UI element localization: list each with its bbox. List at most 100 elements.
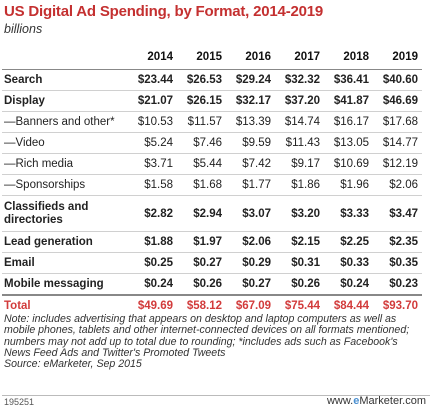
column-header-2014: 2014 [147, 51, 173, 63]
row-label: Email [4, 257, 35, 269]
table-row-mobile-messaging: Mobile messaging $0.24 $0.26 $0.27 $0.26 $0.2… [2, 273, 422, 295]
row-label: Search [4, 74, 43, 86]
value-cell-2015: $5.44 [193, 158, 222, 170]
value-cell-2017: $11.43 [285, 137, 320, 149]
row-label: Display [4, 95, 45, 107]
value-cell-2019: $93.70 [382, 299, 418, 312]
value-cell-2018: $3.33 [340, 207, 369, 220]
value-cell-2018: $2.25 [340, 236, 369, 248]
value-cell-2016: $9.59 [242, 137, 271, 149]
value-cell-2015: $11.57 [187, 116, 222, 128]
value-cell-2015: $26.53 [186, 74, 222, 86]
source-text: Source: eMarketer, Sep 2015 [4, 358, 142, 371]
value-cell-2018: $41.87 [333, 95, 369, 107]
value-cell-2017: $75.44 [284, 299, 320, 312]
value-cell-2014: $5.24 [144, 137, 173, 149]
value-cell-2014: $21.07 [137, 95, 173, 107]
value-cell-2014: $1.58 [144, 179, 173, 191]
value-cell-2017: $32.32 [284, 74, 320, 86]
chart-subtitle: billions [4, 22, 43, 36]
brand-e: e [353, 395, 360, 407]
note-text: Note: includes advertising that appears … [4, 313, 410, 359]
value-cell-2018: $1.96 [340, 179, 369, 191]
table-row-video: —Video $5.24 $7.46 $9.59 $11.43 $13.05 $14.77 [2, 132, 422, 154]
value-cell-2018: $84.44 [333, 299, 369, 312]
value-cell-2016: $29.24 [235, 74, 271, 86]
value-cell-2017: $1.86 [291, 179, 320, 191]
row-label: —Banners and other* [4, 116, 115, 128]
value-cell-2016: $32.17 [235, 95, 271, 107]
value-cell-2014: $3.71 [144, 158, 173, 170]
value-cell-2019: $2.06 [389, 179, 418, 191]
value-cell-2019: $14.77 [382, 137, 418, 149]
row-label: —Sponsorships [4, 179, 86, 191]
value-cell-2014: $23.44 [137, 74, 173, 86]
value-cell-2015: $1.97 [193, 236, 222, 248]
value-cell-2014: $10.53 [137, 116, 173, 128]
table-row-search: Search $23.44 $26.53 $29.24 $32.32 $36.41 $40.… [2, 69, 422, 91]
table-body: Search $23.44 $26.53 $29.24 $32.32 $36.41 $40.… [2, 69, 422, 316]
table-row-banners-and-other: —Banners and other* $10.53 $11.57 $13.39 $14… [2, 111, 422, 133]
column-header-2015: 2015 [196, 51, 222, 63]
table-row-classifieds-and-directories: Classifieds and directories $2.82 $2.94 $3.… [2, 195, 422, 232]
value-cell-2016: $0.27 [242, 277, 271, 290]
value-cell-2016: $2.06 [242, 236, 271, 248]
value-cell-2019: $17.68 [382, 116, 418, 128]
value-cell-2019: $2.35 [389, 236, 418, 248]
value-cell-2017: $37.20 [284, 95, 320, 107]
value-cell-2017: $14.74 [284, 116, 320, 128]
value-cell-2015: $1.68 [193, 179, 222, 191]
row-label: Mobile messaging [4, 277, 104, 290]
chart-title: US Digital Ad Spending, by Format, 2014-… [4, 3, 324, 20]
value-cell-2019: $3.47 [389, 207, 418, 220]
row-label: Lead generation [4, 236, 93, 248]
data-table: 2014 2015 2016 2017 2018 2019 Search $23.44 $26… [2, 45, 422, 316]
value-cell-2016: $3.07 [242, 207, 271, 220]
value-cell-2015: $0.27 [193, 257, 222, 269]
value-cell-2019: $12.19 [382, 158, 418, 170]
value-cell-2019: $40.60 [382, 74, 418, 86]
value-cell-2018: $10.69 [333, 158, 369, 170]
value-cell-2014: $0.25 [144, 257, 173, 269]
value-cell-2018: $36.41 [333, 74, 369, 86]
table-row-rich-media: —Rich media $3.71 $5.44 $7.42 $9.17 $10.69 $12… [2, 153, 422, 175]
value-cell-2017: $0.26 [291, 277, 320, 290]
value-cell-2017: $9.17 [291, 158, 320, 170]
value-cell-2018: $13.05 [333, 137, 369, 149]
value-cell-2015: $58.12 [186, 299, 222, 312]
table-row-email: Email $0.25 $0.27 $0.29 $0.31 $0.33 $0.35 [2, 252, 422, 274]
value-cell-2014: $1.88 [144, 236, 173, 248]
value-cell-2016: $13.39 [235, 116, 271, 128]
brand-logo[interactable]: www.eMarketer.com [327, 395, 426, 407]
row-label: —Video [4, 137, 45, 149]
value-cell-2019: $0.23 [389, 277, 418, 290]
value-cell-2015: $0.26 [193, 277, 222, 290]
footer-divider [2, 395, 430, 396]
value-cell-2015: $26.15 [186, 95, 222, 107]
value-cell-2018: $16.17 [333, 116, 369, 128]
value-cell-2016: $1.77 [242, 179, 271, 191]
row-label: Classifieds and directories [4, 200, 89, 226]
value-cell-2019: $46.69 [382, 95, 418, 107]
value-cell-2014: $0.24 [144, 277, 173, 290]
note-block: Note: includes advertising that appears … [4, 313, 426, 371]
table-row-lead-generation: Lead generation $1.88 $1.97 $2.06 $2.15 $2.25… [2, 231, 422, 253]
row-label: —Rich media [4, 158, 74, 170]
value-cell-2016: $7.42 [242, 158, 271, 170]
row-label: Total [4, 299, 31, 312]
value-cell-2015: $2.94 [193, 207, 222, 220]
chart-id: 195251 [4, 397, 35, 407]
column-header-2018: 2018 [343, 51, 369, 63]
value-cell-2018: $0.33 [340, 257, 369, 269]
value-cell-2018: $0.24 [340, 277, 369, 290]
table-header-row: 2014 2015 2016 2017 2018 2019 [2, 45, 422, 70]
brand-name: Marketer [359, 395, 403, 407]
brand-prefix: www. [326, 395, 354, 407]
value-cell-2015: $7.46 [193, 137, 222, 149]
table-row-sponsorships: —Sponsorships $1.58 $1.68 $1.77 $1.86 $1.96 $2… [2, 174, 422, 196]
value-cell-2019: $0.35 [389, 257, 418, 269]
value-cell-2017: $2.15 [291, 236, 320, 248]
brand-suffix: .com [402, 395, 426, 407]
column-header-2016: 2016 [245, 51, 271, 63]
value-cell-2016: $0.29 [242, 257, 271, 269]
